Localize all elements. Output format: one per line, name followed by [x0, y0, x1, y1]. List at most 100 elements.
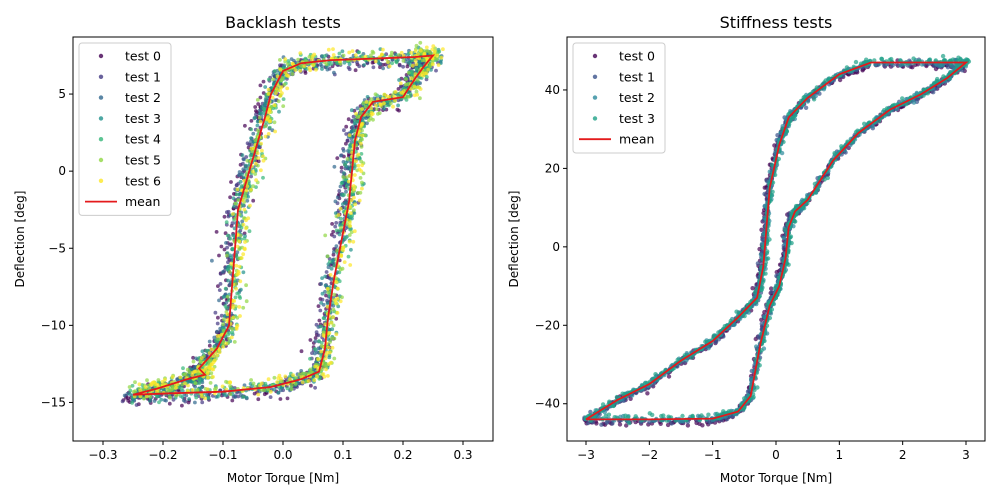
- scatter-point: [334, 332, 339, 337]
- scatter-point: [241, 222, 246, 227]
- scatter-point: [353, 68, 358, 73]
- scatter-point: [418, 87, 423, 91]
- x-tick-label: 0.0: [273, 448, 292, 462]
- scatter-point: [272, 69, 277, 73]
- scatter-point: [327, 350, 332, 355]
- scatter-point: [253, 105, 258, 109]
- scatter-point: [316, 357, 321, 362]
- scatter-point: [300, 380, 305, 385]
- scatter-point: [279, 78, 284, 83]
- scatter-point: [772, 143, 777, 148]
- scatter-point: [349, 129, 354, 134]
- scatter-point: [325, 254, 330, 259]
- scatter-point: [251, 198, 256, 203]
- scatter-point: [416, 52, 420, 57]
- scatter-point: [706, 412, 711, 417]
- scatter-point: [221, 341, 226, 346]
- scatter-point: [324, 367, 328, 372]
- scatter-point: [342, 260, 347, 264]
- scatter-point: [228, 380, 232, 384]
- scatter-point: [221, 344, 226, 349]
- legend-item: mean: [85, 194, 160, 209]
- scatter-point: [397, 108, 401, 113]
- x-tick-label: 0.2: [393, 448, 412, 462]
- scatter-point: [370, 49, 375, 54]
- scatter-point: [334, 244, 339, 249]
- legend-label: test 1: [125, 69, 161, 84]
- scatter-point: [345, 157, 350, 161]
- scatter-point: [244, 167, 249, 171]
- scatter-point: [293, 68, 298, 72]
- scatter-point: [362, 63, 366, 67]
- scatter-point: [266, 87, 271, 92]
- scatter-point: [228, 242, 232, 247]
- scatter-point: [170, 375, 175, 379]
- scatter-point: [244, 188, 249, 193]
- scatter-point: [289, 387, 294, 391]
- y-tick-label: −5: [48, 241, 66, 255]
- scatter-point: [347, 50, 352, 55]
- scatter-point: [267, 77, 271, 82]
- x-tick-label: 0.3: [453, 448, 472, 462]
- scatter-point: [386, 60, 390, 64]
- scatter-point: [316, 333, 321, 338]
- scatter-point: [280, 91, 284, 96]
- scatter-point: [336, 213, 341, 217]
- scatter-point: [242, 236, 247, 241]
- scatter-point: [418, 48, 423, 53]
- scatter-point: [216, 315, 220, 320]
- data-layer: [582, 53, 972, 428]
- scatter-point: [210, 367, 215, 371]
- scatter-point: [331, 47, 335, 51]
- scatter-point: [278, 88, 283, 93]
- scatter-point: [226, 209, 231, 214]
- scatter-point: [250, 149, 255, 154]
- scatter-point: [624, 423, 629, 428]
- scatter-point: [227, 270, 232, 274]
- scatter-point: [320, 276, 324, 280]
- scatter-point: [397, 53, 402, 57]
- scatter-point: [594, 421, 599, 426]
- scatter-point: [369, 110, 374, 115]
- scatter-point: [321, 372, 326, 377]
- scatter-point: [219, 313, 224, 318]
- scatter-point: [319, 64, 324, 68]
- scatter-point: [316, 304, 321, 308]
- scatter-point: [194, 369, 199, 374]
- scatter-point: [208, 358, 213, 363]
- scatter-point: [334, 301, 338, 305]
- legend-label: mean: [125, 194, 160, 209]
- scatter-point: [344, 141, 348, 146]
- scatter-point: [325, 67, 330, 72]
- scatter-point: [346, 179, 351, 184]
- scatter-point: [415, 92, 420, 97]
- scatter-point: [323, 233, 328, 238]
- scatter-point: [338, 206, 343, 211]
- scatter-point: [341, 248, 345, 253]
- scatter-point: [354, 149, 358, 154]
- scatter-point: [193, 381, 198, 386]
- scatter-point: [200, 400, 205, 405]
- scatter-point: [241, 167, 246, 172]
- scatter-point: [323, 322, 328, 327]
- scatter-point: [397, 78, 401, 82]
- scatter-point: [355, 115, 360, 120]
- legend-item: test 0: [98, 49, 161, 64]
- scatter-point: [251, 184, 256, 189]
- scatter-point: [329, 320, 334, 325]
- scatter-point: [224, 241, 228, 245]
- scatter-point: [331, 315, 336, 319]
- scatter-point: [353, 164, 358, 168]
- scatter-point: [359, 159, 364, 164]
- scatter-point: [434, 68, 438, 73]
- scatter-point: [423, 49, 427, 53]
- scatter-point: [325, 350, 329, 355]
- scatter-point: [323, 361, 328, 366]
- scatter-point: [345, 138, 350, 143]
- scatter-point: [317, 318, 322, 323]
- scatter-point: [193, 400, 197, 405]
- scatter-point: [424, 75, 429, 79]
- scatter-point: [235, 187, 240, 192]
- scatter-point: [415, 77, 420, 82]
- scatter-point: [339, 165, 344, 170]
